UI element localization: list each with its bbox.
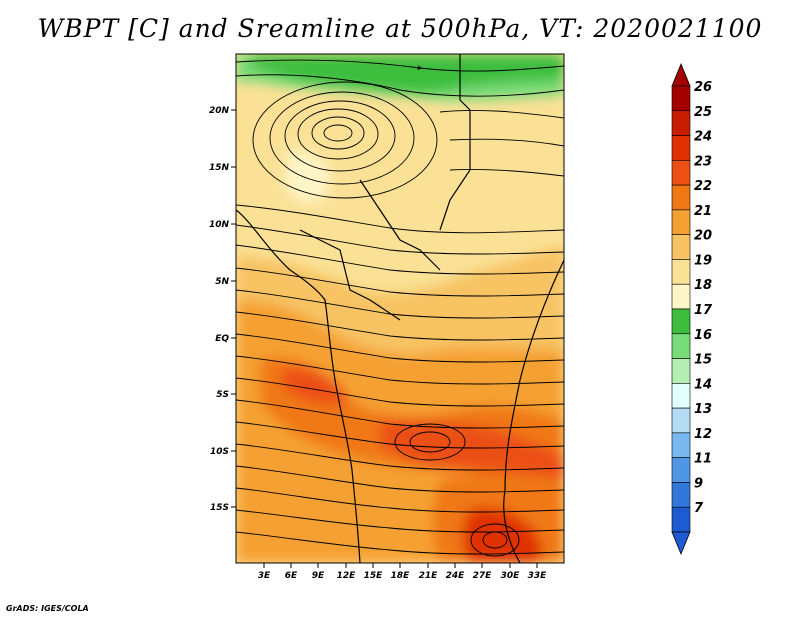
lon-label: 18E bbox=[391, 571, 411, 581]
wbpt-shading bbox=[236, 54, 564, 563]
colorbar-label: 12 bbox=[694, 427, 712, 442]
lat-label: 10S bbox=[210, 447, 229, 457]
lat-label: 15N bbox=[209, 163, 230, 173]
colorbar-label: 14 bbox=[694, 377, 712, 392]
lat-label: 15S bbox=[210, 503, 229, 513]
lat-label: EQ bbox=[215, 334, 229, 344]
colorbar-label: 17 bbox=[694, 303, 713, 318]
colorbar-label: 20 bbox=[694, 229, 712, 244]
colorbar-swatch bbox=[671, 283, 691, 310]
colorbar-swatch bbox=[671, 333, 691, 359]
colorbar-swatch bbox=[671, 184, 691, 211]
colorbar-swatch bbox=[671, 308, 691, 335]
colorbar-top-arrow bbox=[671, 62, 691, 87]
colorbar-label: 23 bbox=[694, 154, 712, 169]
colorbar-swatch bbox=[671, 482, 691, 508]
colorbar-swatch bbox=[671, 457, 691, 483]
colorbar-label: 22 bbox=[694, 179, 712, 194]
lon-label: 3E bbox=[258, 571, 271, 581]
map-title: WBPT [C] and Sreamline at 500hPa, VT: 20… bbox=[37, 14, 763, 43]
lat-label: 10N bbox=[209, 220, 230, 230]
longitude-axis bbox=[263, 563, 538, 568]
colorbar-swatch bbox=[671, 85, 691, 112]
lat-label: 5S bbox=[216, 390, 229, 400]
colorbar-label: 15 bbox=[694, 353, 712, 368]
colorbar-label: 25 bbox=[694, 105, 712, 120]
lon-label: 27E bbox=[473, 571, 493, 581]
lon-label: 6E bbox=[285, 571, 298, 581]
colorbar-swatch bbox=[671, 259, 691, 285]
colorbar-label: 19 bbox=[694, 253, 712, 268]
lat-label: 5N bbox=[215, 277, 229, 287]
lat-label: 20N bbox=[209, 106, 230, 116]
colorbar-swatch bbox=[671, 234, 691, 260]
colorbar-label: 16 bbox=[694, 328, 712, 343]
colorbar-swatch bbox=[671, 209, 691, 235]
coastlines bbox=[236, 54, 564, 563]
colorbar-swatch bbox=[671, 110, 691, 136]
lon-label: 24E bbox=[446, 571, 466, 581]
colorbar-swatch bbox=[671, 432, 691, 458]
lon-label: 30E bbox=[501, 571, 521, 581]
colorbar-swatch bbox=[671, 160, 691, 186]
colorbar: 26 25 24 23 22 21 20 19 18 17 16 15 14 13 12 11 9 7 bbox=[671, 62, 713, 556]
colorbar-swatch bbox=[671, 383, 691, 409]
colorbar-label: 21 bbox=[694, 204, 712, 219]
colorbar-bottom-arrow bbox=[671, 531, 691, 556]
lon-label: 15E bbox=[364, 571, 384, 581]
colorbar-swatch bbox=[671, 135, 691, 161]
grads-credit: GrADS: IGES/COLA bbox=[6, 604, 89, 613]
lon-label: 9E bbox=[312, 571, 325, 581]
colorbar-label: 26 bbox=[694, 80, 712, 95]
colorbar-label: 11 bbox=[694, 452, 712, 467]
lon-label: 12E bbox=[337, 571, 357, 581]
latitude-axis bbox=[231, 109, 236, 508]
colorbar-label: 18 bbox=[694, 278, 712, 293]
colorbar-swatch bbox=[671, 506, 691, 533]
colorbar-swatch bbox=[671, 358, 691, 384]
colorbar-label: 13 bbox=[694, 402, 712, 417]
colorbar-label: 7 bbox=[694, 501, 704, 516]
colorbar-label: 24 bbox=[694, 130, 712, 145]
lon-label: 21E bbox=[419, 571, 439, 581]
colorbar-label: 9 bbox=[694, 476, 703, 491]
colorbar-swatch bbox=[671, 407, 691, 434]
lon-label: 33E bbox=[528, 571, 548, 581]
